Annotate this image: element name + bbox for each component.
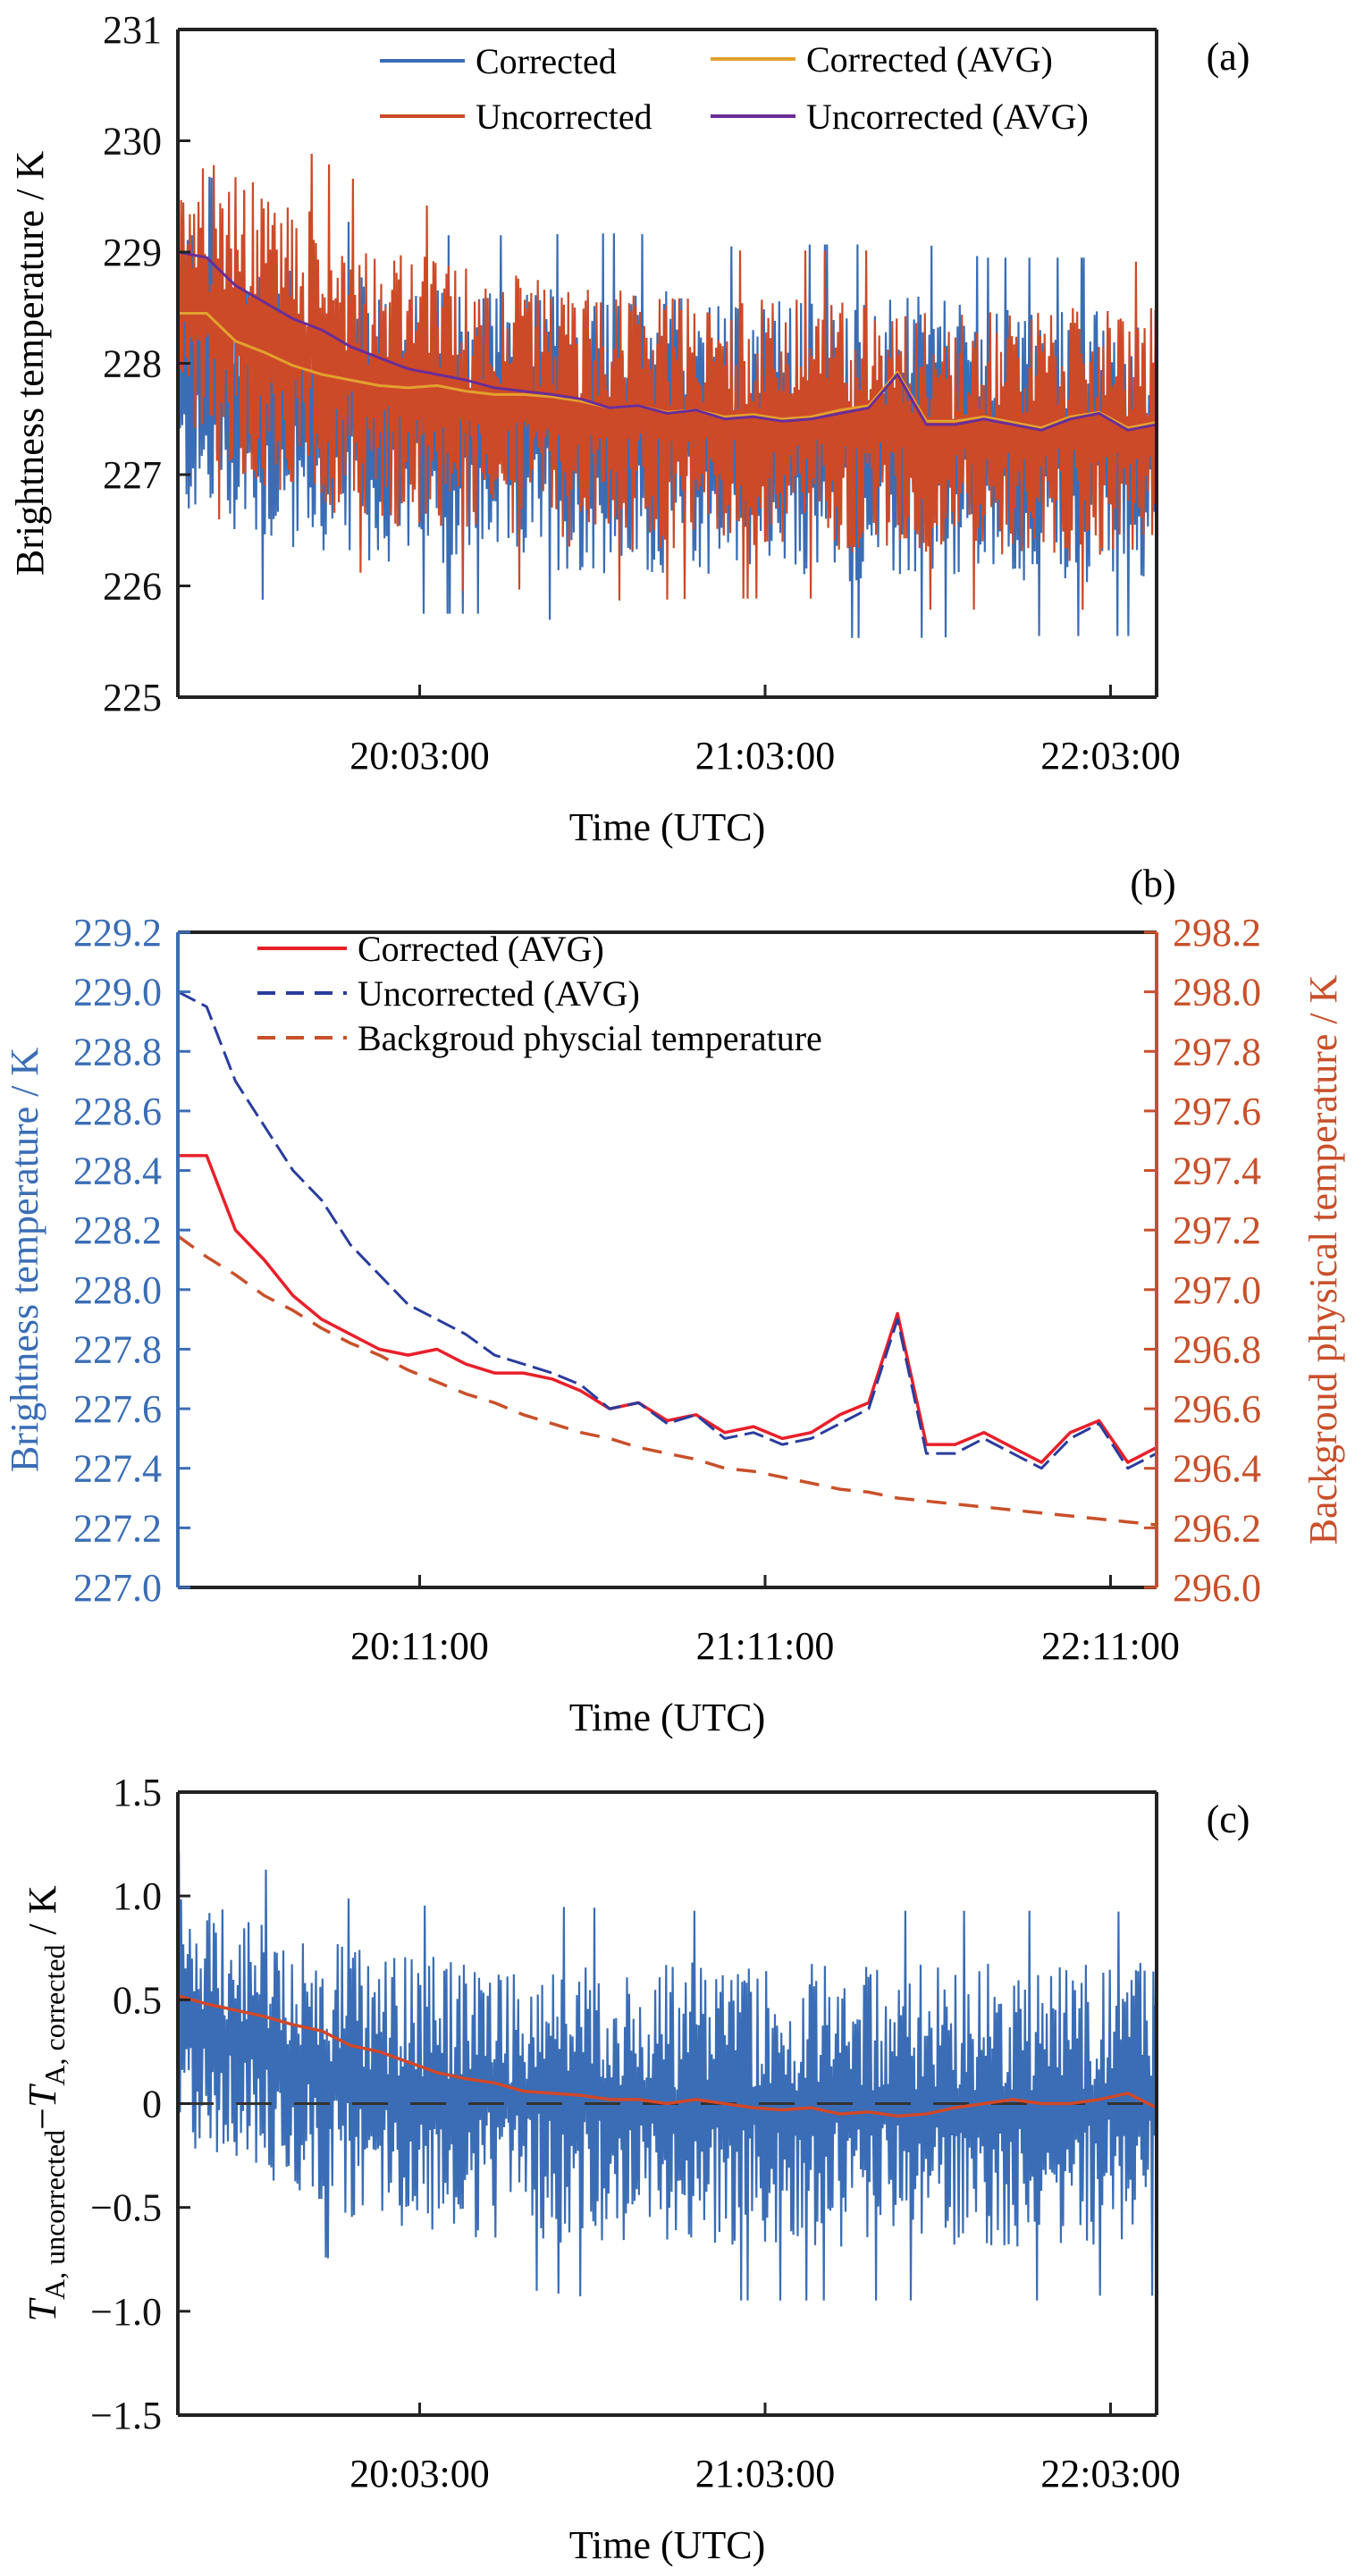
x-axis-label: Time (UTC) — [569, 1696, 766, 1739]
x-tick-label: 22:11:00 — [1041, 1624, 1180, 1668]
y-axis-label-part: A, uncorrected — [38, 2130, 71, 2300]
y2-tick-label: 297.8 — [1173, 1030, 1261, 1073]
y2-tick-label: 298.0 — [1173, 971, 1261, 1014]
panel-b: 20:11:00 21:11:00 22:11:00 Time (UTC) 227.0 2… — [3, 862, 1345, 1739]
legend-label: Uncorrected (AVG) — [806, 97, 1089, 137]
panel-label: (a) — [1207, 35, 1250, 79]
legend-label: Uncorrected (AVG) — [358, 973, 640, 1014]
y2-tick-label: 296.0 — [1173, 1566, 1261, 1610]
panel-label: (b) — [1130, 862, 1175, 905]
y-tick-label: 227.6 — [73, 1387, 162, 1431]
y-tick-label: 1.0 — [113, 1874, 162, 1918]
y2-tick-label: 297.4 — [1173, 1149, 1261, 1193]
y-tick-label: 226 — [103, 565, 162, 609]
y2-tick-label: 296.4 — [1173, 1447, 1261, 1491]
y-tick-label: 227.4 — [73, 1447, 162, 1491]
x-axis-label: Time (UTC) — [569, 2523, 766, 2567]
y-tick-label: 229.0 — [73, 971, 162, 1014]
y-tick-label: 227.8 — [73, 1327, 162, 1371]
y-axis-label: Brightness temperature / K — [8, 151, 52, 577]
y-axis-label-part: T — [21, 2083, 64, 2108]
x-tick-label: 20:11:00 — [350, 1624, 489, 1668]
y-tick-label: 227.2 — [73, 1506, 162, 1550]
y-axis-label: TA, uncorrected−TA, corrected / K — [21, 1885, 71, 2321]
x-tick-label: 22:03:00 — [1040, 734, 1180, 778]
y-axis-label-part: A, corrected — [38, 1944, 71, 2085]
series-uncorrected-avg — [177, 990, 1157, 1470]
y-tick-label: 0 — [142, 2083, 162, 2126]
y-tick-label: 228.2 — [73, 1208, 162, 1252]
y-tick-label: 231 — [103, 8, 162, 52]
y2-axis-label: Backgroud physical temperature / K — [1301, 974, 1345, 1545]
legend-label: Corrected (AVG) — [806, 39, 1053, 80]
legend-label: Corrected — [476, 41, 617, 81]
y-axis-label: Brightness temperature / K — [3, 1048, 46, 1473]
y2-tick-label: 297.0 — [1173, 1268, 1261, 1312]
y-tick-label: −1.0 — [90, 2290, 162, 2334]
x-tick-label: 21:11:00 — [696, 1624, 835, 1668]
y2-tick-label: 296.6 — [1173, 1387, 1261, 1431]
series-background-temperature — [176, 1234, 1157, 1527]
y-tick-label: 229.2 — [73, 911, 162, 955]
panel-a: 20:03:00 21:03:00 22:03:00 Time (UTC) 225 226… — [8, 8, 1250, 849]
x-tick-label: 21:03:00 — [695, 734, 835, 778]
series-difference — [176, 1851, 1158, 2301]
x-axis-label: Time (UTC) — [569, 805, 766, 849]
y-tick-label: −1.5 — [90, 2394, 162, 2437]
y-axis-label-part: / K — [21, 1885, 64, 1944]
y-axis-label-part: T — [21, 2297, 64, 2322]
x-tick-label: 21:03:00 — [695, 2452, 835, 2496]
legend-label: Backgroud physcial temperature — [358, 1018, 822, 1058]
panel-label: (c) — [1207, 1797, 1250, 1841]
y2-tick-label: 297.2 — [1173, 1208, 1261, 1252]
y2-tick-label: 296.2 — [1173, 1506, 1261, 1550]
series-uncorrected — [176, 153, 1158, 610]
y-tick-label: −0.5 — [90, 2186, 162, 2230]
y-axis-label-part: − — [21, 2108, 64, 2130]
x-tick-label: 20:03:00 — [349, 734, 489, 778]
legend-label: Uncorrected — [476, 97, 652, 137]
y-tick-label: 228 — [103, 342, 162, 386]
y-tick-label: 227 — [103, 453, 162, 497]
y-tick-label: 229 — [103, 231, 162, 274]
y-tick-label: 228.8 — [73, 1030, 162, 1073]
y2-tick-label: 296.8 — [1173, 1327, 1261, 1371]
x-tick-label: 20:03:00 — [349, 2452, 489, 2496]
y-tick-label: 228.4 — [73, 1149, 162, 1193]
x-tick-label: 22:03:00 — [1040, 2452, 1180, 2496]
y2-tick-label: 297.6 — [1173, 1090, 1261, 1133]
legend-label: Corrected (AVG) — [358, 929, 604, 969]
y-tick-label: 225 — [103, 676, 162, 720]
y-tick-label: 1.5 — [113, 1771, 162, 1814]
y-tick-label: 227.0 — [73, 1566, 162, 1610]
y-tick-label: 228.6 — [73, 1090, 162, 1133]
y-tick-label: 228.0 — [73, 1268, 162, 1312]
y2-tick-label: 298.2 — [1173, 911, 1261, 955]
y-tick-label: 230 — [103, 120, 162, 164]
series-corrected-avg — [178, 1154, 1157, 1464]
y-tick-label: 0.5 — [113, 1978, 162, 2022]
